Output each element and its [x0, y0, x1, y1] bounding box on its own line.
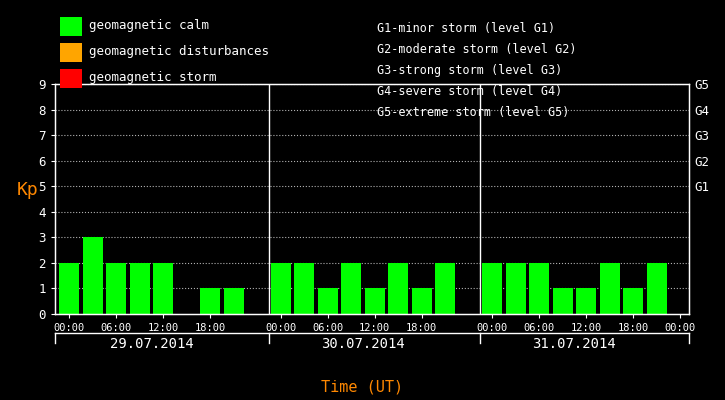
Bar — [341, 263, 361, 314]
Bar — [200, 288, 220, 314]
Text: G2-moderate storm (level G2): G2-moderate storm (level G2) — [377, 43, 576, 56]
Bar — [623, 288, 643, 314]
Bar — [529, 263, 549, 314]
Text: Time (UT): Time (UT) — [321, 379, 404, 394]
Text: G1-minor storm (level G1): G1-minor storm (level G1) — [377, 22, 555, 35]
Y-axis label: Kp: Kp — [17, 181, 38, 199]
Text: geomagnetic storm: geomagnetic storm — [89, 72, 217, 84]
Bar — [153, 263, 173, 314]
Bar — [647, 263, 666, 314]
Bar — [130, 263, 149, 314]
Bar — [294, 263, 314, 314]
Bar — [505, 263, 526, 314]
Bar — [576, 288, 596, 314]
Bar — [318, 288, 338, 314]
Text: G3-strong storm (level G3): G3-strong storm (level G3) — [377, 64, 563, 77]
Bar — [482, 263, 502, 314]
Bar — [83, 237, 103, 314]
Bar — [552, 288, 573, 314]
Text: geomagnetic disturbances: geomagnetic disturbances — [89, 46, 269, 58]
Bar — [270, 263, 291, 314]
Text: 29.07.2014: 29.07.2014 — [109, 337, 194, 351]
Text: G4-severe storm (level G4): G4-severe storm (level G4) — [377, 85, 563, 98]
Text: 30.07.2014: 30.07.2014 — [321, 337, 405, 351]
Bar — [412, 288, 431, 314]
Bar — [388, 263, 408, 314]
Bar — [435, 263, 455, 314]
Text: geomagnetic calm: geomagnetic calm — [89, 20, 210, 32]
Text: G5-extreme storm (level G5): G5-extreme storm (level G5) — [377, 106, 569, 119]
Text: 31.07.2014: 31.07.2014 — [532, 337, 616, 351]
Bar — [59, 263, 79, 314]
Bar — [600, 263, 620, 314]
Bar — [365, 288, 385, 314]
Bar — [106, 263, 126, 314]
Bar — [224, 288, 244, 314]
